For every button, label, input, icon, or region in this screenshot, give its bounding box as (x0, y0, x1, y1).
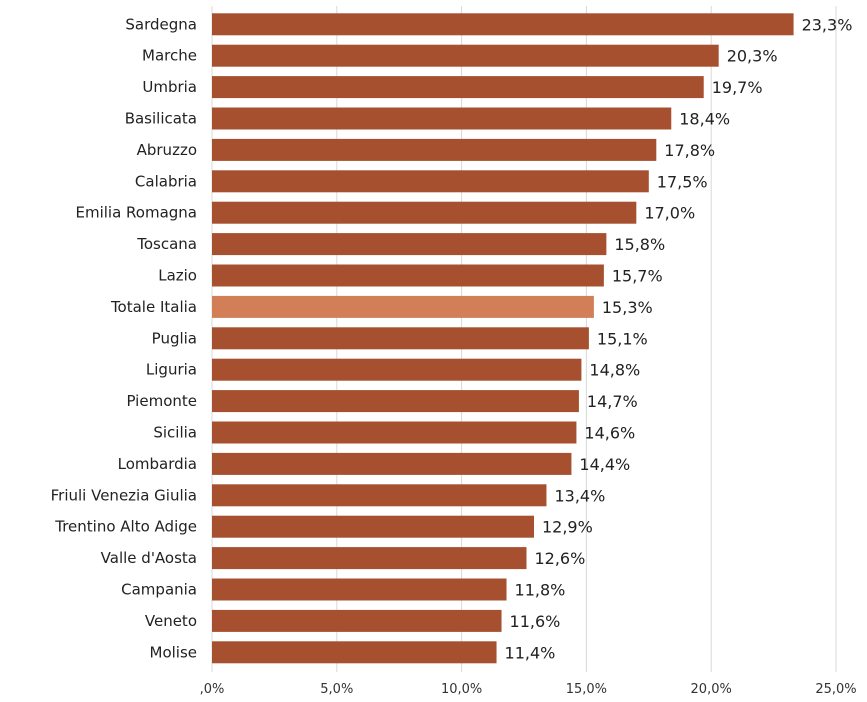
category-labels: Sardegna Marche Umbria Basilicata Abruzzo Cal… (51, 15, 197, 661)
x-tick-label: 5,0% (320, 682, 353, 697)
category-label: Liguria (146, 361, 197, 379)
bar (212, 515, 534, 538)
bar (212, 578, 507, 601)
category-label: Totale Italia (110, 298, 197, 316)
value-label: 14,6% (584, 424, 635, 443)
value-label: 12,9% (542, 518, 593, 537)
value-label: 11,6% (510, 612, 561, 631)
bar (212, 547, 527, 570)
bar (212, 44, 719, 67)
category-label: Basilicata (125, 110, 197, 128)
value-label: 20,3% (727, 47, 778, 66)
category-label: Trentino Alto Adige (54, 518, 197, 536)
value-label: 11,8% (515, 581, 566, 600)
x-tick-label: 10,0% (441, 682, 482, 697)
value-label: 14,8% (589, 361, 640, 380)
value-label: 17,0% (644, 204, 695, 223)
bar (212, 107, 672, 130)
category-label: Umbria (142, 78, 197, 96)
bar (212, 264, 604, 287)
category-label: Toscana (136, 235, 197, 253)
x-tick-label: ,0% (200, 682, 225, 697)
value-label: 11,4% (505, 643, 556, 662)
value-labels: 23,3% 20,3% 19,7% 18,4% 17,8% 17,5% 17,0% 15,8%… (505, 15, 853, 662)
value-label: 17,5% (657, 172, 708, 191)
value-label: 23,3% (802, 15, 853, 34)
bar (212, 170, 649, 193)
bars (212, 13, 794, 664)
bar (212, 452, 572, 475)
x-tick-label: 15,0% (566, 682, 607, 697)
value-label: 19,7% (712, 78, 763, 97)
category-label: Valle d'Aosta (101, 549, 197, 567)
category-label: Veneto (145, 612, 197, 630)
bar (212, 641, 497, 664)
category-label: Abruzzo (137, 141, 197, 159)
category-label: Campania (121, 581, 197, 599)
bar (212, 358, 582, 381)
category-label: Marche (142, 47, 197, 65)
category-label: Puglia (152, 329, 197, 347)
value-label: 12,6% (534, 549, 585, 568)
category-label: Calabria (135, 172, 197, 190)
bar-highlight (212, 295, 594, 318)
category-label: Sicilia (153, 424, 197, 442)
category-label: Sardegna (125, 15, 197, 33)
value-label: 13,4% (554, 486, 605, 505)
x-tick-label: 25,0% (815, 682, 856, 697)
bar (212, 421, 577, 444)
value-label: 15,3% (602, 298, 653, 317)
category-label: Piemonte (126, 392, 197, 410)
bar (212, 13, 794, 36)
bar (212, 138, 657, 161)
value-label: 18,4% (679, 110, 730, 129)
category-label: Lombardia (118, 455, 197, 473)
value-label: 15,8% (614, 235, 665, 254)
bar (212, 484, 547, 507)
bar (212, 76, 704, 99)
value-label: 15,1% (597, 329, 648, 348)
value-label: 14,4% (579, 455, 630, 474)
value-label: 14,7% (587, 392, 638, 411)
value-label: 15,7% (612, 267, 663, 286)
bar (212, 390, 579, 413)
category-label: Emilia Romagna (75, 204, 197, 222)
bar (212, 233, 607, 256)
category-label: Molise (150, 643, 198, 661)
bar (212, 201, 637, 224)
x-axis-ticks: ,0% 5,0% 10,0% 15,0% 20,0% 25,0% (200, 682, 857, 697)
bar (212, 609, 502, 632)
value-label: 17,8% (664, 141, 715, 160)
bar (212, 327, 589, 350)
category-label: Lazio (158, 267, 197, 285)
category-label: Friuli Venezia Giulia (51, 486, 197, 504)
x-tick-label: 20,0% (691, 682, 732, 697)
